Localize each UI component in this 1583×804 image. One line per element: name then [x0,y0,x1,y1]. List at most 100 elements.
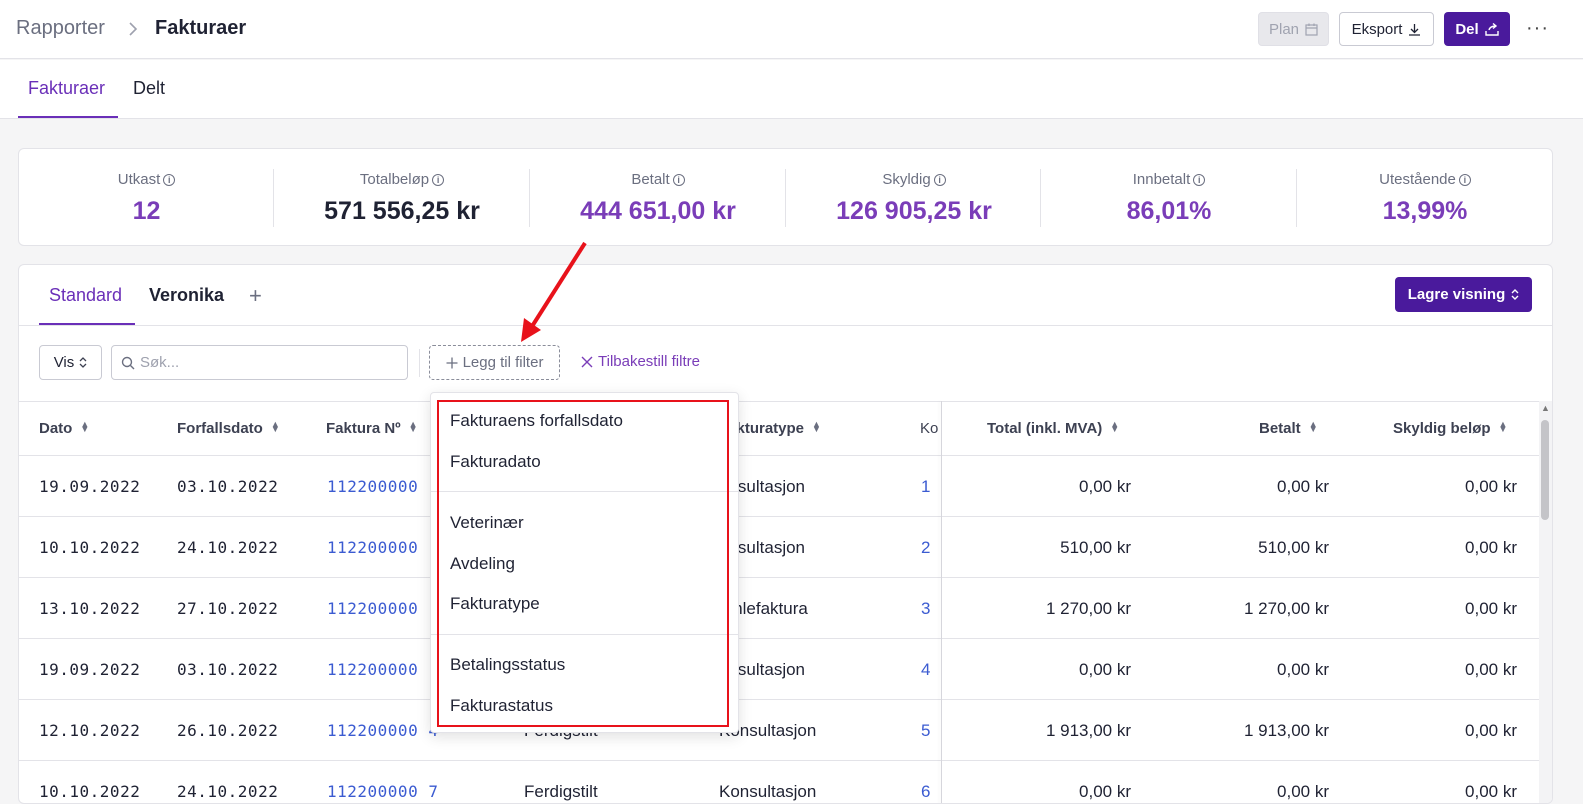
plan-button[interactable]: Plan [1258,12,1329,46]
cell-betalt: 0,00 kr [1277,477,1329,496]
view-tab-standard[interactable]: Standard [49,285,123,305]
search-box [111,345,408,380]
column-header-ko[interactable]: Ko [920,420,939,437]
column-header-forfallsdato[interactable]: Forfallsdato ▲ ▼ [177,419,280,438]
cell-faktura-link[interactable]: 112200000 4 [327,721,439,740]
summary-stats: Utkast i 12 Totalbeløp i 571 556,25 kr Bet… [18,148,1553,246]
chevron-right-icon [129,22,138,36]
table-row[interactable]: 19.09.2022 03.10.2022 112200000 onsultas… [19,639,1539,700]
save-view-button[interactable]: Lagre visning [1395,277,1532,312]
page-title: Fakturaer [155,17,247,39]
cell-faktura-link[interactable]: 112200000 [327,599,419,618]
info-icon[interactable]: i [163,174,176,186]
stat-utestaende: Utestående i 13,99% [1297,149,1553,247]
column-label: Total (inkl. MVA) [987,420,1103,437]
stat-value: 13,99% [1382,197,1468,225]
table-row[interactable]: 19.09.2022 03.10.2022 112200000 onsultas… [19,456,1539,517]
filter-option-fakturadato[interactable]: Fakturadato [450,452,541,471]
info-icon[interactable]: i [1458,174,1471,186]
cell-forfallsdato: 24.10.2022 [177,538,279,557]
column-header-fakturatype[interactable]: Fakturatype ▲ ▼ [719,419,821,438]
cell-betalt: 1 913,00 kr [1243,721,1329,740]
info-icon[interactable]: i [1193,174,1206,186]
highlight-box [437,400,729,727]
stat-label: Betalt [631,171,670,188]
scroll-up-icon[interactable]: ▲ [1541,403,1550,413]
column-header-skyldig[interactable]: Skyldig beløp ▲ ▼ [1393,420,1507,438]
cell-forfallsdato: 27.10.2022 [177,599,279,618]
cell-ko-link[interactable]: 4 [921,660,931,679]
column-label: Faktura Nº [326,420,401,437]
info-icon[interactable]: i [432,174,445,186]
cell-dato: 10.10.2022 [39,782,141,801]
stat-utkast: Utkast i 12 [19,149,274,247]
table-row[interactable]: 10.10.2022 24.10.2022 112200000 7 Ferdig… [19,761,1539,803]
filter-option-fakturatype[interactable]: Fakturatype [450,594,540,613]
cell-ko-link[interactable]: 1 [921,477,931,496]
tab-fakturaer[interactable]: Fakturaer [28,78,106,98]
table-row[interactable]: 12.10.2022 26.10.2022 112200000 4 Ferdig… [19,700,1539,761]
add-filter-button[interactable]: Legg til filter [429,345,560,380]
table-row[interactable]: 10.10.2022 24.10.2022 112200000 onsultas… [19,517,1539,578]
share-button[interactable]: Del [1444,12,1510,46]
cell-ko-link[interactable]: 5 [921,721,931,740]
add-view-icon[interactable]: + [249,283,262,308]
stat-label: Innbetalt [1132,171,1191,188]
scrollbar-thumb[interactable] [1541,420,1549,520]
active-view-indicator [39,323,135,325]
cell-faktura-link[interactable]: 112200000 [327,477,419,496]
cell-dato: 13.10.2022 [39,599,141,618]
cell-faktura-link[interactable]: 112200000 7 [327,782,439,801]
cell-skyldig: 0,00 kr [1465,721,1517,740]
cell-total: 1 913,00 kr [1045,721,1131,740]
cell-ko-link[interactable]: 6 [921,782,931,801]
sort-icon: ▲ ▼ [270,419,280,434]
filter-option-avdeling[interactable]: Avdeling [450,554,515,573]
divider [273,169,274,227]
add-filter-label: Legg til filter [462,354,544,371]
more-options-icon[interactable]: ··· [1526,17,1549,39]
add-filter-dropdown: Fakturaens forfallsdato Fakturadato Vete… [430,392,739,733]
view-tab-veronika[interactable]: Veronika [149,285,225,305]
stat-value: 86,01% [1126,197,1212,225]
frozen-column-divider [941,401,942,803]
cell-total: 1 270,00 kr [1045,599,1131,618]
vis-select[interactable]: Vis [39,345,102,380]
cell-skyldig: 0,00 kr [1465,660,1517,679]
cell-ko-link[interactable]: 3 [921,599,931,618]
invoice-table-panel: Standard Veronika + Lagre visning Vis Le… [18,264,1553,804]
info-icon[interactable]: i [672,174,685,186]
divider [529,169,530,227]
filter-option-forfallsdato[interactable]: Fakturaens forfallsdato [450,411,623,430]
filter-option-fakturastatus[interactable]: Fakturastatus [450,696,553,715]
column-header-betalt[interactable]: Betalt ▲ ▼ [1259,420,1318,438]
cell-faktura-link[interactable]: 112200000 [327,660,419,679]
filter-option-betalingsstatus[interactable]: Betalingsstatus [450,655,566,674]
column-label: Dato [39,420,73,437]
column-header-total[interactable]: Total (inkl. MVA) ▲ ▼ [987,420,1119,438]
download-icon [1409,23,1421,36]
stat-label: Totalbeløp [359,171,430,188]
info-icon[interactable]: i [933,174,946,186]
cell-forfallsdato: 03.10.2022 [177,477,279,496]
tab-delt[interactable]: Delt [133,78,166,98]
cell-skyldig: 0,00 kr [1465,538,1517,557]
table-row[interactable]: 13.10.2022 27.10.2022 112200000 amlefakt… [19,578,1539,639]
column-header-dato[interactable]: Dato ▲ ▼ [39,420,89,438]
search-input[interactable] [140,346,400,379]
save-view-label: Lagre visning [1407,286,1506,303]
export-button[interactable]: Eksport [1339,12,1434,46]
reset-filters-button[interactable]: Tilbakestill filtre [581,353,700,370]
cell-total: 0,00 kr [1079,660,1131,679]
vis-label: Vis [53,354,75,371]
filter-option-veterinaer[interactable]: Veterinær [450,513,524,532]
sort-icon: ▲ ▼ [812,419,821,434]
share-button-label: Del [1455,20,1479,38]
stat-value: 444 651,00 kr [580,197,736,225]
breadcrumb-parent[interactable]: Rapporter [16,17,105,39]
cell-skyldig: 0,00 kr [1465,477,1517,496]
cell-faktura-link[interactable]: 112200000 [327,538,419,557]
column-header-faktura-nr[interactable]: Faktura Nº ▲ ▼ [326,420,418,438]
cell-ko-link[interactable]: 2 [921,538,931,557]
divider [431,634,738,635]
